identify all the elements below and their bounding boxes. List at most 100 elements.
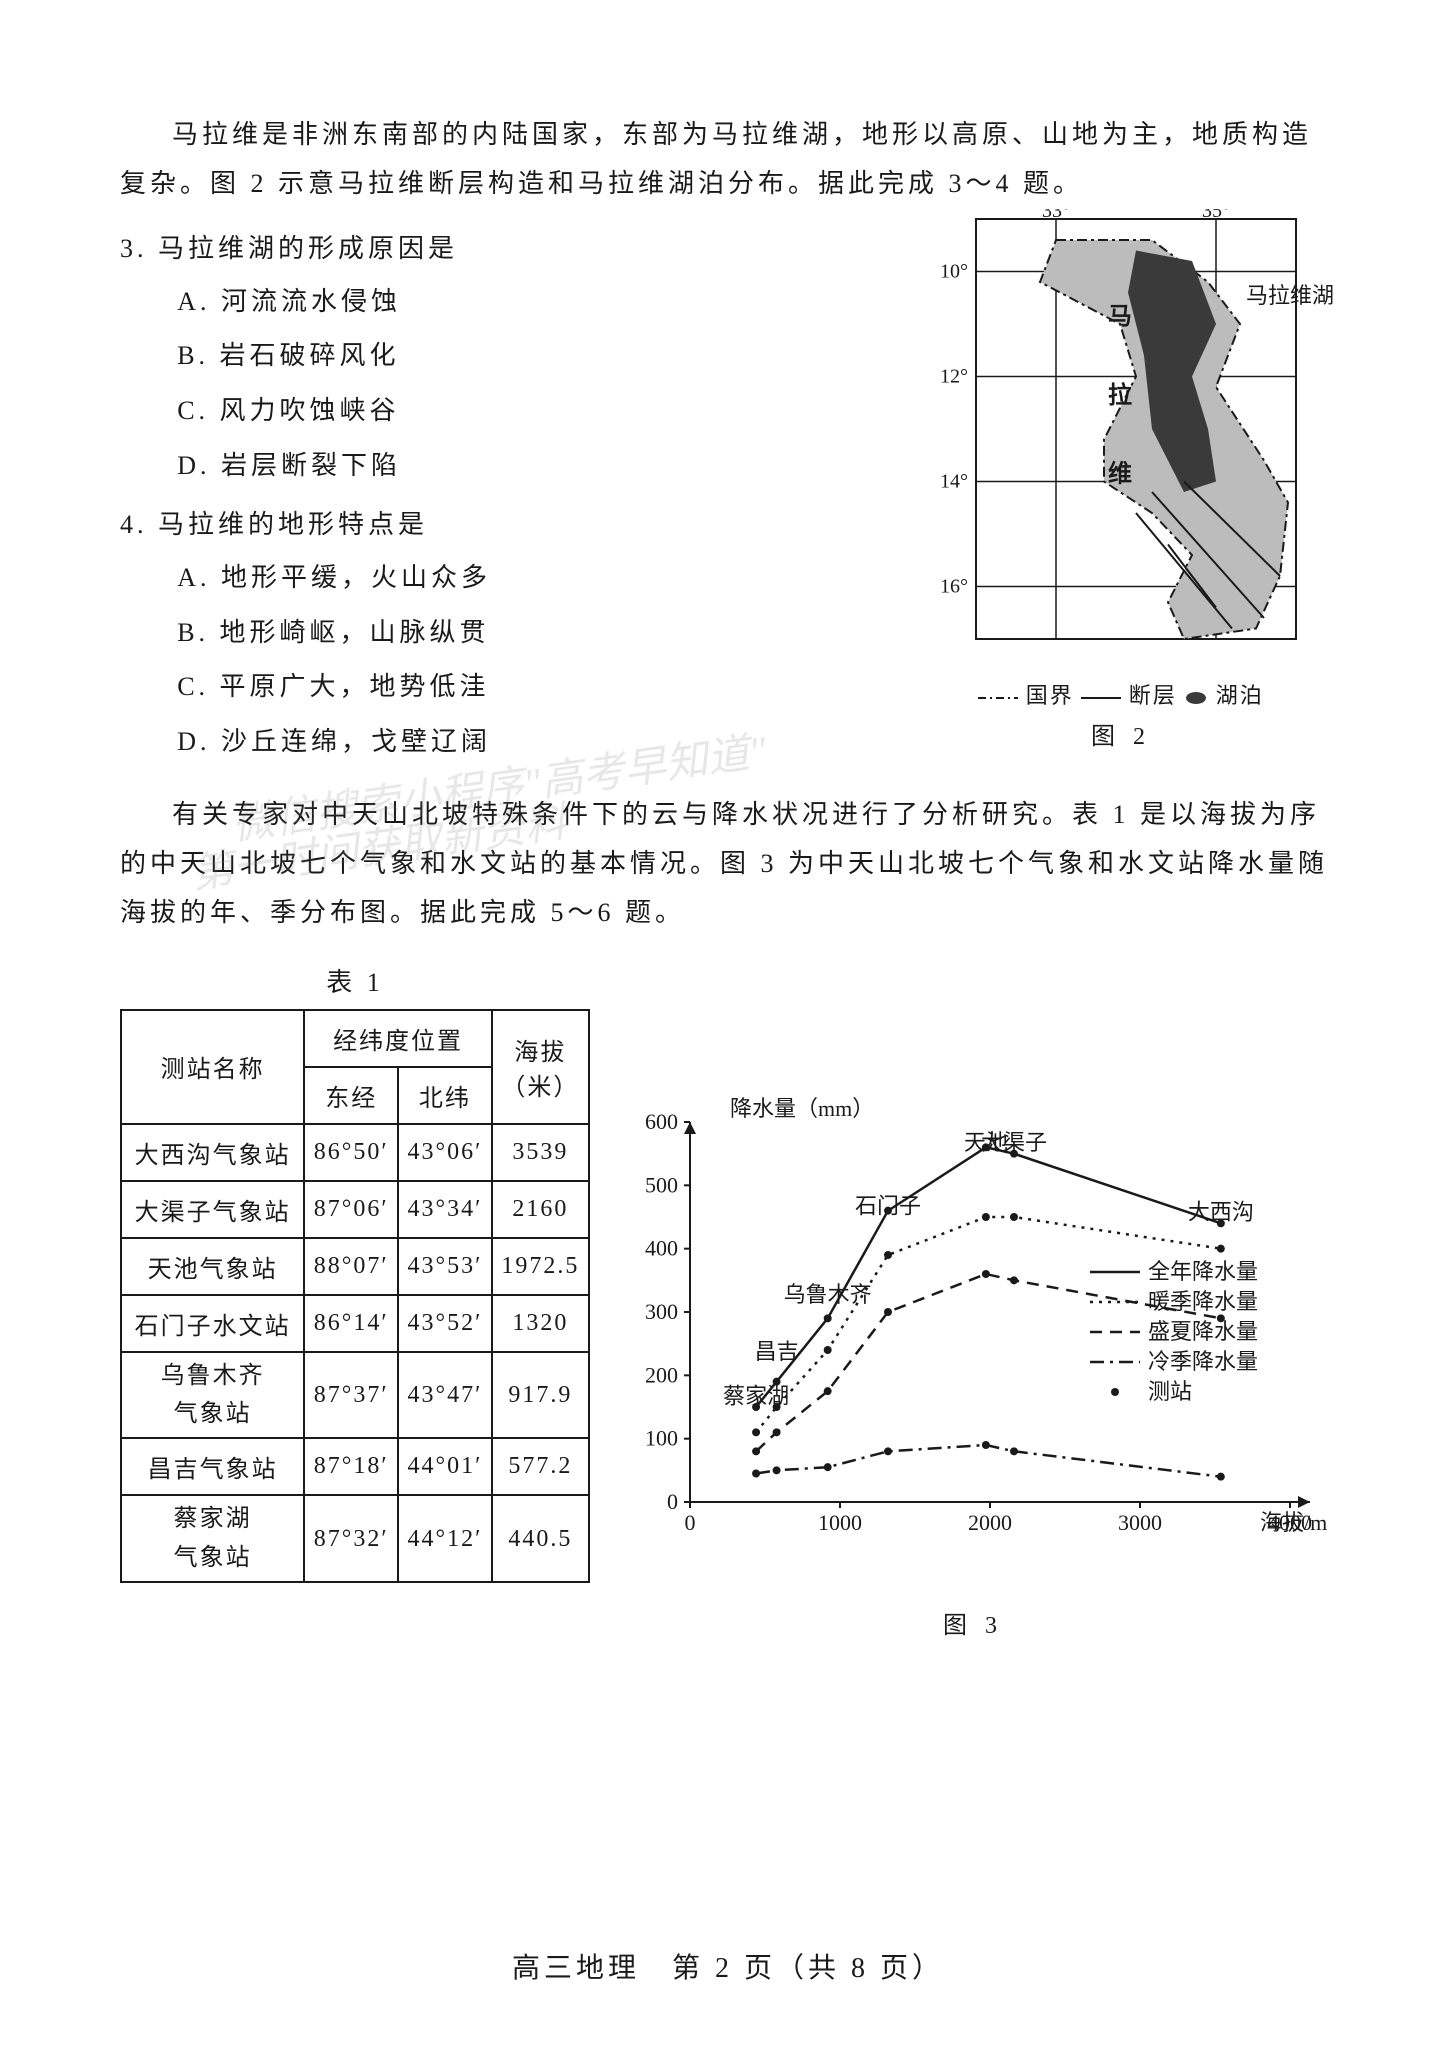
questions-with-map-row: 3. 马拉维湖的形成原因是 A. 河流流水侵蚀 B. 岩石破碎风化 C. 风力吹… — [120, 217, 1336, 770]
svg-text:600: 600 — [645, 1109, 678, 1134]
cell-name: 蔡家湖气象站 — [121, 1495, 304, 1582]
figure-2-legend: 国界 断层 湖泊 — [906, 678, 1336, 710]
svg-text:维: 维 — [1108, 459, 1132, 487]
cell-lat: 43°06′ — [398, 1124, 492, 1181]
chart-svg: 010020030040050060001000200030004000降水量（… — [610, 1092, 1330, 1572]
questions-left-column: 3. 马拉维湖的形成原因是 A. 河流流水侵蚀 B. 岩石破碎风化 C. 风力吹… — [120, 217, 906, 770]
cell-lon: 86°50′ — [304, 1124, 398, 1181]
svg-text:14°: 14° — [940, 470, 968, 492]
th-alt: 海拔（米） — [492, 1010, 589, 1124]
cell-lon: 87°18′ — [304, 1438, 398, 1495]
svg-text:10°: 10° — [940, 260, 968, 282]
q3-option-c: C. 风力吹蚀峡谷 — [120, 384, 886, 439]
cell-alt: 3539 — [492, 1124, 589, 1181]
svg-text:马拉维湖: 马拉维湖 — [1246, 283, 1334, 308]
svg-text:拉: 拉 — [1108, 381, 1132, 409]
svg-text:盛夏降水量: 盛夏降水量 — [1148, 1319, 1258, 1344]
q3-options: A. 河流流水侵蚀 B. 岩石破碎风化 C. 风力吹蚀峡谷 D. 岩层断裂下陷 — [120, 275, 886, 493]
cell-lon: 87°32′ — [304, 1495, 398, 1582]
svg-text:海拔/m: 海拔/m — [1260, 1510, 1327, 1535]
cell-name: 大渠子气象站 — [121, 1181, 304, 1238]
cell-alt: 917.9 — [492, 1352, 589, 1439]
table-1-caption: 表 1 — [120, 962, 590, 999]
svg-text:300: 300 — [645, 1299, 678, 1324]
table-row: 大西沟气象站86°50′43°06′3539 — [121, 1124, 589, 1181]
cell-name: 石门子水文站 — [121, 1295, 304, 1352]
svg-text:蔡家湖: 蔡家湖 — [723, 1383, 789, 1408]
cell-lon: 87°06′ — [304, 1181, 398, 1238]
cell-alt: 440.5 — [492, 1495, 589, 1582]
svg-text:降水量（mm）: 降水量（mm） — [730, 1096, 874, 1121]
cell-alt: 1320 — [492, 1295, 589, 1352]
svg-text:0: 0 — [685, 1510, 696, 1535]
q3-option-d: D. 岩层断裂下陷 — [120, 439, 886, 494]
table-row: 大渠子气象站87°06′43°34′2160 — [121, 1181, 589, 1238]
q4-options: A. 地形平缓，火山众多 B. 地形崎岖，山脉纵贯 C. 平原广大，地势低洼 D… — [120, 551, 886, 769]
page-footer: 高三地理 第 2 页（共 8 页） — [0, 1946, 1456, 1986]
q3-stem: 3. 马拉维湖的形成原因是 — [120, 223, 886, 275]
th-lat: 北纬 — [398, 1067, 492, 1124]
svg-text:大渠子: 大渠子 — [981, 1130, 1047, 1155]
table-1-wrap: 表 1 测站名称经纬度位置海拔（米）东经北纬大西沟气象站86°50′43°06′… — [120, 962, 590, 1584]
table-1: 测站名称经纬度位置海拔（米）东经北纬大西沟气象站86°50′43°06′3539… — [120, 1009, 590, 1584]
cell-alt: 2160 — [492, 1181, 589, 1238]
svg-text:33°: 33° — [1042, 209, 1070, 222]
figure-3-wrap: 010020030040050060001000200030004000降水量（… — [590, 962, 1336, 1640]
map-svg: 33° 35° 10° 12° 14° 16° 马拉维 马拉维湖 — [906, 209, 1336, 669]
table-chart-row: 表 1 测站名称经纬度位置海拔（米）东经北纬大西沟气象站86°50′43°06′… — [120, 962, 1336, 1640]
th-lonlat: 经纬度位置 — [304, 1010, 491, 1067]
q3-option-a: A. 河流流水侵蚀 — [120, 275, 886, 330]
svg-text:3000: 3000 — [1118, 1510, 1162, 1535]
legend-hupo: 湖泊 — [1216, 683, 1264, 708]
figure-2-caption: 图 2 — [906, 716, 1336, 751]
th-lon: 东经 — [304, 1067, 398, 1124]
cell-lat: 44°12′ — [398, 1495, 492, 1582]
svg-text:100: 100 — [645, 1425, 678, 1450]
cell-lat: 43°34′ — [398, 1181, 492, 1238]
cell-alt: 1972.5 — [492, 1238, 589, 1295]
cell-name: 大西沟气象站 — [121, 1124, 304, 1181]
svg-text:昌吉: 昌吉 — [755, 1339, 799, 1364]
cell-lon: 88°07′ — [304, 1238, 398, 1295]
cell-lat: 43°53′ — [398, 1238, 492, 1295]
exam-page: 马拉维是非洲东南部的内陆国家，东部为马拉维湖，地形以高原、山地为主，地质构造复杂… — [0, 0, 1456, 1700]
svg-text:大西沟: 大西沟 — [1188, 1199, 1254, 1224]
svg-text:35°: 35° — [1202, 209, 1230, 222]
cell-lat: 43°47′ — [398, 1352, 492, 1439]
svg-text:1000: 1000 — [818, 1510, 862, 1535]
cell-name: 昌吉气象站 — [121, 1438, 304, 1495]
svg-text:暖季降水量: 暖季降水量 — [1148, 1289, 1258, 1314]
svg-text:2000: 2000 — [968, 1510, 1012, 1535]
svg-text:马: 马 — [1108, 304, 1132, 330]
q4-option-d: D. 沙丘连绵，戈壁辽阔 — [120, 715, 886, 770]
cell-lon: 87°37′ — [304, 1352, 398, 1439]
svg-text:200: 200 — [645, 1362, 678, 1387]
svg-text:0: 0 — [667, 1489, 678, 1514]
table-row: 蔡家湖气象站87°32′44°12′440.5 — [121, 1495, 589, 1582]
cell-alt: 577.2 — [492, 1438, 589, 1495]
cell-lat: 43°52′ — [398, 1295, 492, 1352]
q4-option-a: A. 地形平缓，火山众多 — [120, 551, 886, 606]
svg-text:12°: 12° — [940, 365, 968, 387]
table-row: 天池气象站88°07′43°53′1972.5 — [121, 1238, 589, 1295]
svg-text:16°: 16° — [940, 575, 968, 597]
svg-text:400: 400 — [645, 1235, 678, 1260]
q3-option-b: B. 岩石破碎风化 — [120, 329, 886, 384]
intro-paragraph-1: 马拉维是非洲东南部的内陆国家，东部为马拉维湖，地形以高原、山地为主，地质构造复杂… — [120, 110, 1336, 209]
q4-stem: 4. 马拉维的地形特点是 — [120, 499, 886, 551]
svg-text:全年降水量: 全年降水量 — [1148, 1259, 1258, 1284]
cell-lon: 86°14′ — [304, 1295, 398, 1352]
legend-guojie: 国界 — [1026, 683, 1074, 708]
svg-text:冷季降水量: 冷季降水量 — [1148, 1349, 1258, 1374]
cell-lat: 44°01′ — [398, 1438, 492, 1495]
table-row: 石门子水文站86°14′43°52′1320 — [121, 1295, 589, 1352]
legend-duanceng: 断层 — [1129, 683, 1177, 708]
figure-2-map: 33° 35° 10° 12° 14° 16° 马拉维 马拉维湖 国界 断层 湖泊 图 2 — [906, 209, 1336, 751]
cell-name: 乌鲁木齐气象站 — [121, 1352, 304, 1439]
svg-text:测站: 测站 — [1148, 1379, 1192, 1404]
table-row: 乌鲁木齐气象站87°37′43°47′917.9 — [121, 1352, 589, 1439]
figure-3-caption: 图 3 — [610, 1605, 1336, 1640]
cell-name: 天池气象站 — [121, 1238, 304, 1295]
q4-option-b: B. 地形崎岖，山脉纵贯 — [120, 606, 886, 661]
intro-paragraph-2: 有关专家对中天山北坡特殊条件下的云与降水状况进行了分析研究。表 1 是以海拔为序… — [120, 790, 1336, 938]
